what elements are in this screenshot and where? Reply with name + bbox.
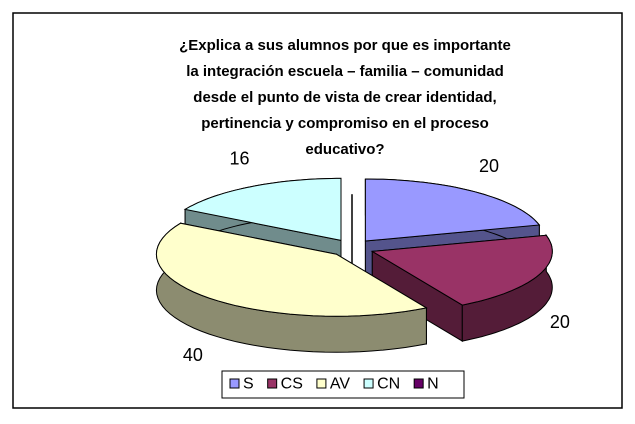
chart-title: ¿Explica a sus alumnos por que es import… <box>179 37 511 158</box>
title-line: pertinencia y compromiso en el proceso <box>201 115 489 132</box>
legend-label: CS <box>281 376 303 393</box>
legend-box <box>221 370 465 399</box>
title-line: la integración escuela – familia – comun… <box>186 63 504 80</box>
slice <box>364 178 541 242</box>
legend-swatch <box>316 378 327 389</box>
pie-tops <box>155 177 553 317</box>
legend-swatch <box>267 378 278 389</box>
title-line: ¿Explica a sus alumnos por que es import… <box>179 37 511 54</box>
legend-label: N <box>427 376 439 393</box>
title-line: educativo? <box>305 141 384 158</box>
legend: S CS AV CN N <box>229 376 439 393</box>
slice <box>155 222 428 317</box>
slice <box>183 177 342 242</box>
legend-swatch <box>229 378 240 389</box>
title-line: desde el punto de vista de crear identid… <box>193 89 496 106</box>
data-label: 40 <box>183 345 203 365</box>
legend-label: S <box>243 376 254 393</box>
data-label: 20 <box>550 312 570 332</box>
legend-label: AV <box>330 376 350 393</box>
data-labels: 20 20 40 16 <box>183 148 570 364</box>
legend-label: CN <box>377 376 400 393</box>
slice <box>370 234 553 306</box>
legend-swatch <box>413 378 424 389</box>
data-label: 20 <box>479 156 499 176</box>
data-label: 16 <box>229 148 249 168</box>
legend-swatch <box>363 378 374 389</box>
